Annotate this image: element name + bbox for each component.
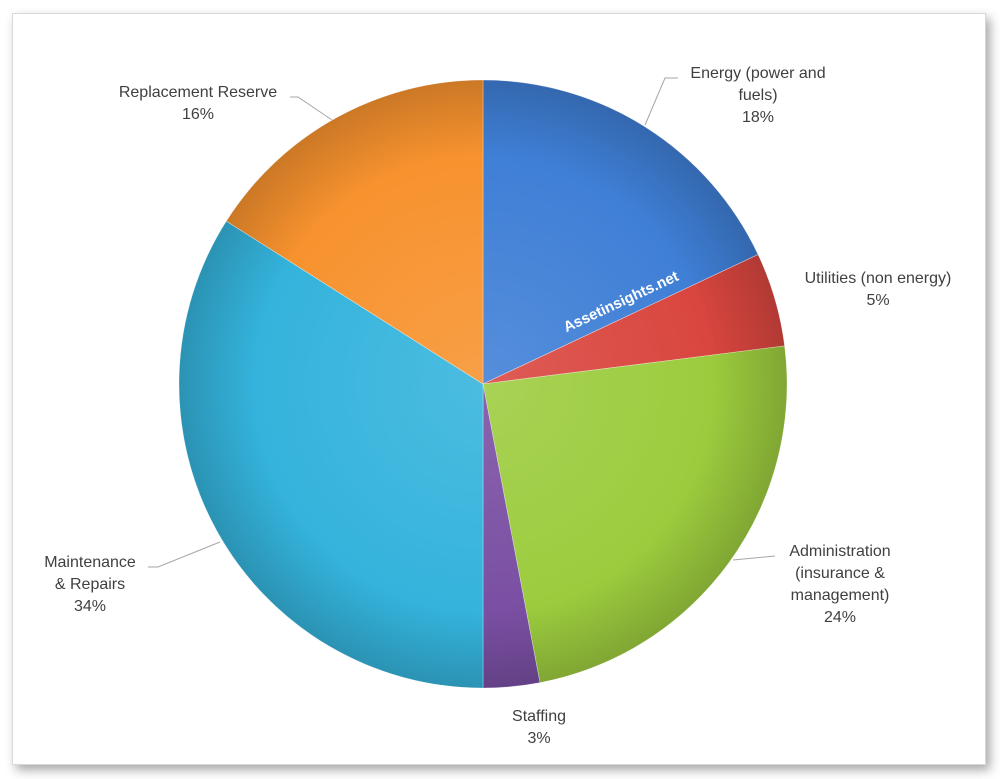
slice-value-label-2: 24%	[824, 609, 856, 626]
slice-labels: Energy (power and fuels) 18% Utilities (non…	[44, 65, 951, 747]
slice-label-0: Energy (power and fuels) 18%	[690, 65, 825, 126]
pie-slice-0	[482, 79, 759, 385]
pie-slices	[178, 79, 788, 689]
pie-slice-4	[178, 220, 484, 689]
slice-label-5: Replacement Reserve 16%	[119, 84, 277, 123]
slice-name-label-0: Energy (power and	[690, 65, 825, 82]
slice-name-label-2: management)	[791, 587, 890, 604]
leader-line-5	[290, 96, 333, 121]
slice-name-label-4: & Repairs	[55, 576, 125, 593]
slice-label-4: Maintenance & Repairs 34%	[44, 554, 136, 615]
pie-slice-2	[482, 345, 788, 683]
slice-name-label-1: Utilities (non energy)	[805, 270, 952, 287]
leader-lines	[148, 77, 776, 568]
leader-line-2	[732, 555, 776, 561]
leader-line-0	[644, 77, 678, 126]
slice-name-label-2: (insurance &	[795, 565, 885, 582]
slice-name-label-5: Replacement Reserve	[119, 84, 277, 101]
slice-value-label-0: 18%	[742, 109, 774, 126]
leader-line-4	[148, 541, 221, 568]
slice-name-label-2: Administration	[789, 543, 890, 560]
slice-name-label-4: Maintenance	[44, 554, 136, 571]
slice-name-label-3: Staffing	[512, 708, 566, 725]
slice-value-label-1: 5%	[866, 292, 889, 309]
slice-value-label-5: 16%	[182, 106, 214, 123]
pie-slice-5	[225, 79, 484, 385]
slice-label-1: Utilities (non energy) 5%	[805, 270, 952, 309]
slice-label-2: Administration (insurance & management) 24%	[789, 543, 890, 626]
slice-name-label-0: fuels)	[738, 87, 777, 104]
slice-value-label-3: 3%	[527, 730, 550, 747]
slice-value-label-4: 34%	[74, 598, 106, 615]
slice-label-3: Staffing 3%	[512, 708, 566, 747]
